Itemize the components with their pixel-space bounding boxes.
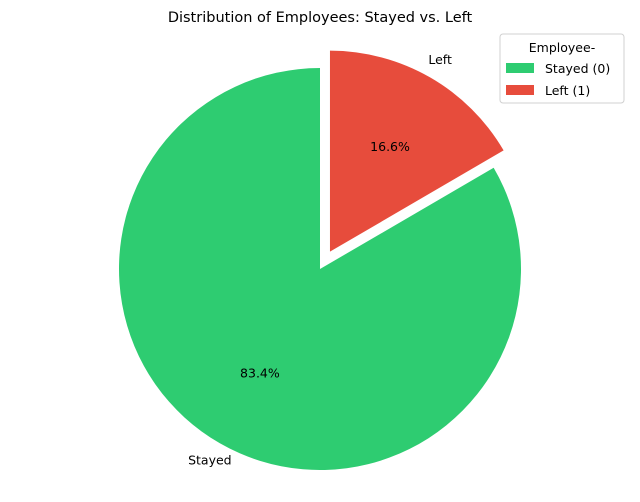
chart-title: Distribution of Employees: Stayed vs. Le… [168,10,473,26]
legend-swatch-stayed [506,63,534,73]
pie-slices [119,50,521,470]
pie-slice-left [329,50,504,252]
legend-title: Employee- [529,40,595,55]
legend: Employee- Stayed (0) Left (1) [499,33,625,104]
pct-label-left: 16.6% [370,139,410,154]
pct-label-stayed: 83.4% [240,366,280,381]
legend-swatch-left [506,85,534,95]
slice-label-left: Left [428,52,452,67]
pie-slice-stayed [119,68,521,470]
slice-label-stayed: Stayed [188,453,232,468]
legend-label-stayed: Stayed (0) [545,61,610,76]
legend-label-left: Left (1) [545,83,590,98]
pie-labels: 83.4% Stayed 16.6% Left [188,52,452,468]
